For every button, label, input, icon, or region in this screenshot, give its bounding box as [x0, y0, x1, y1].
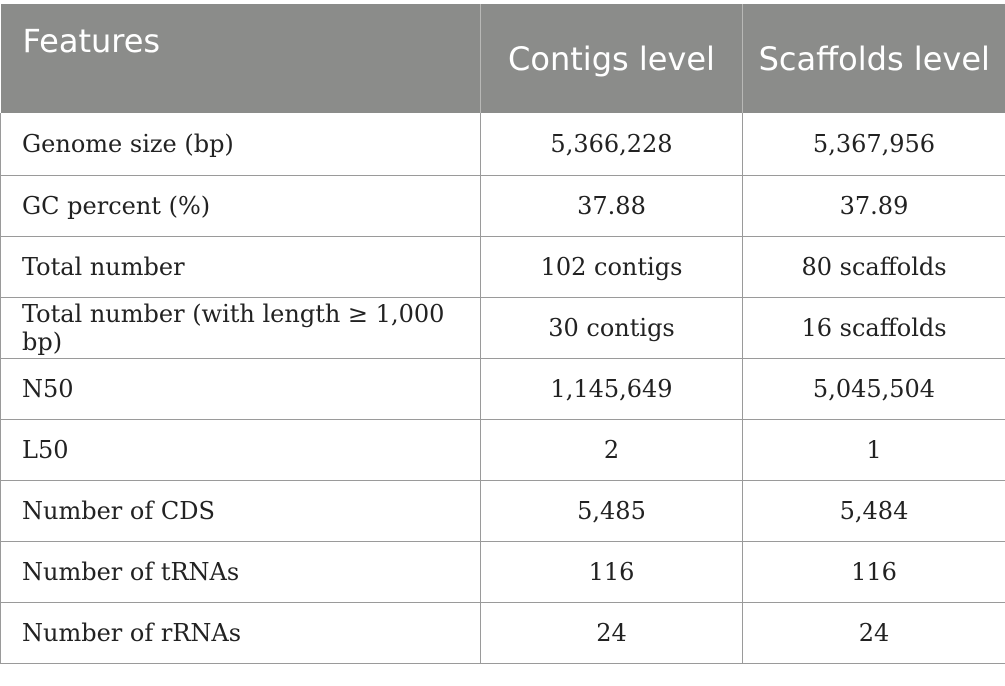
contigs-value-cell: 5,366,228 [480, 113, 743, 176]
scaffolds-value-cell: 1 [742, 419, 1005, 481]
feature-cell: N50 [0, 358, 481, 420]
table-body: Genome size (bp) 5,366,228 5,367,956 GC … [0, 113, 1005, 664]
feature-cell: Number of tRNAs [0, 541, 481, 603]
contigs-value-cell: 1,145,649 [480, 358, 743, 420]
contigs-value-cell: 2 [480, 419, 743, 481]
scaffolds-value-cell: 5,367,956 [742, 113, 1005, 176]
contigs-value-cell: 37.88 [480, 175, 743, 237]
contigs-value-cell: 102 contigs [480, 236, 743, 298]
feature-cell: GC percent (%) [0, 175, 481, 237]
scaffolds-value-cell: 24 [742, 602, 1005, 664]
contigs-value-cell: 116 [480, 541, 743, 603]
feature-cell: Number of CDS [0, 480, 481, 542]
contigs-value-cell: 5,485 [480, 480, 743, 542]
feature-cell: Total number [0, 236, 481, 298]
table-header: Features Contigs level Scaffolds level [0, 4, 1005, 113]
contigs-value-cell: 24 [480, 602, 743, 664]
contigs-value-cell: 30 contigs [480, 297, 743, 359]
scaffolds-value-cell: 80 scaffolds [742, 236, 1005, 298]
table-row: N50 1,145,649 5,045,504 [0, 358, 1005, 420]
genome-features-table: Features Contigs level Scaffolds level G… [0, 4, 1005, 664]
scaffolds-value-cell: 5,484 [742, 480, 1005, 542]
header-scaffolds-level: Scaffolds level [742, 4, 1005, 113]
header-features: Features [0, 4, 481, 113]
feature-cell: L50 [0, 419, 481, 481]
header-contigs-level: Contigs level [480, 4, 743, 113]
scaffolds-value-cell: 116 [742, 541, 1005, 603]
scaffolds-value-cell: 16 scaffolds [742, 297, 1005, 359]
feature-cell: Number of rRNAs [0, 602, 481, 664]
scaffolds-value-cell: 37.89 [742, 175, 1005, 237]
table-row: Total number (with length ≥ 1,000 bp) 30… [0, 297, 1005, 359]
table-row: L50 2 1 [0, 419, 1005, 481]
table-row: Number of rRNAs 24 24 [0, 602, 1005, 664]
table-row: Total number 102 contigs 80 scaffolds [0, 236, 1005, 298]
table-row: GC percent (%) 37.88 37.89 [0, 175, 1005, 237]
scaffolds-value-cell: 5,045,504 [742, 358, 1005, 420]
feature-cell: Total number (with length ≥ 1,000 bp) [0, 297, 481, 359]
table-row: Number of tRNAs 116 116 [0, 541, 1005, 603]
table-row: Genome size (bp) 5,366,228 5,367,956 [0, 113, 1005, 176]
table-row: Number of CDS 5,485 5,484 [0, 480, 1005, 542]
feature-cell: Genome size (bp) [0, 113, 481, 176]
header-row: Features Contigs level Scaffolds level [0, 4, 1005, 113]
